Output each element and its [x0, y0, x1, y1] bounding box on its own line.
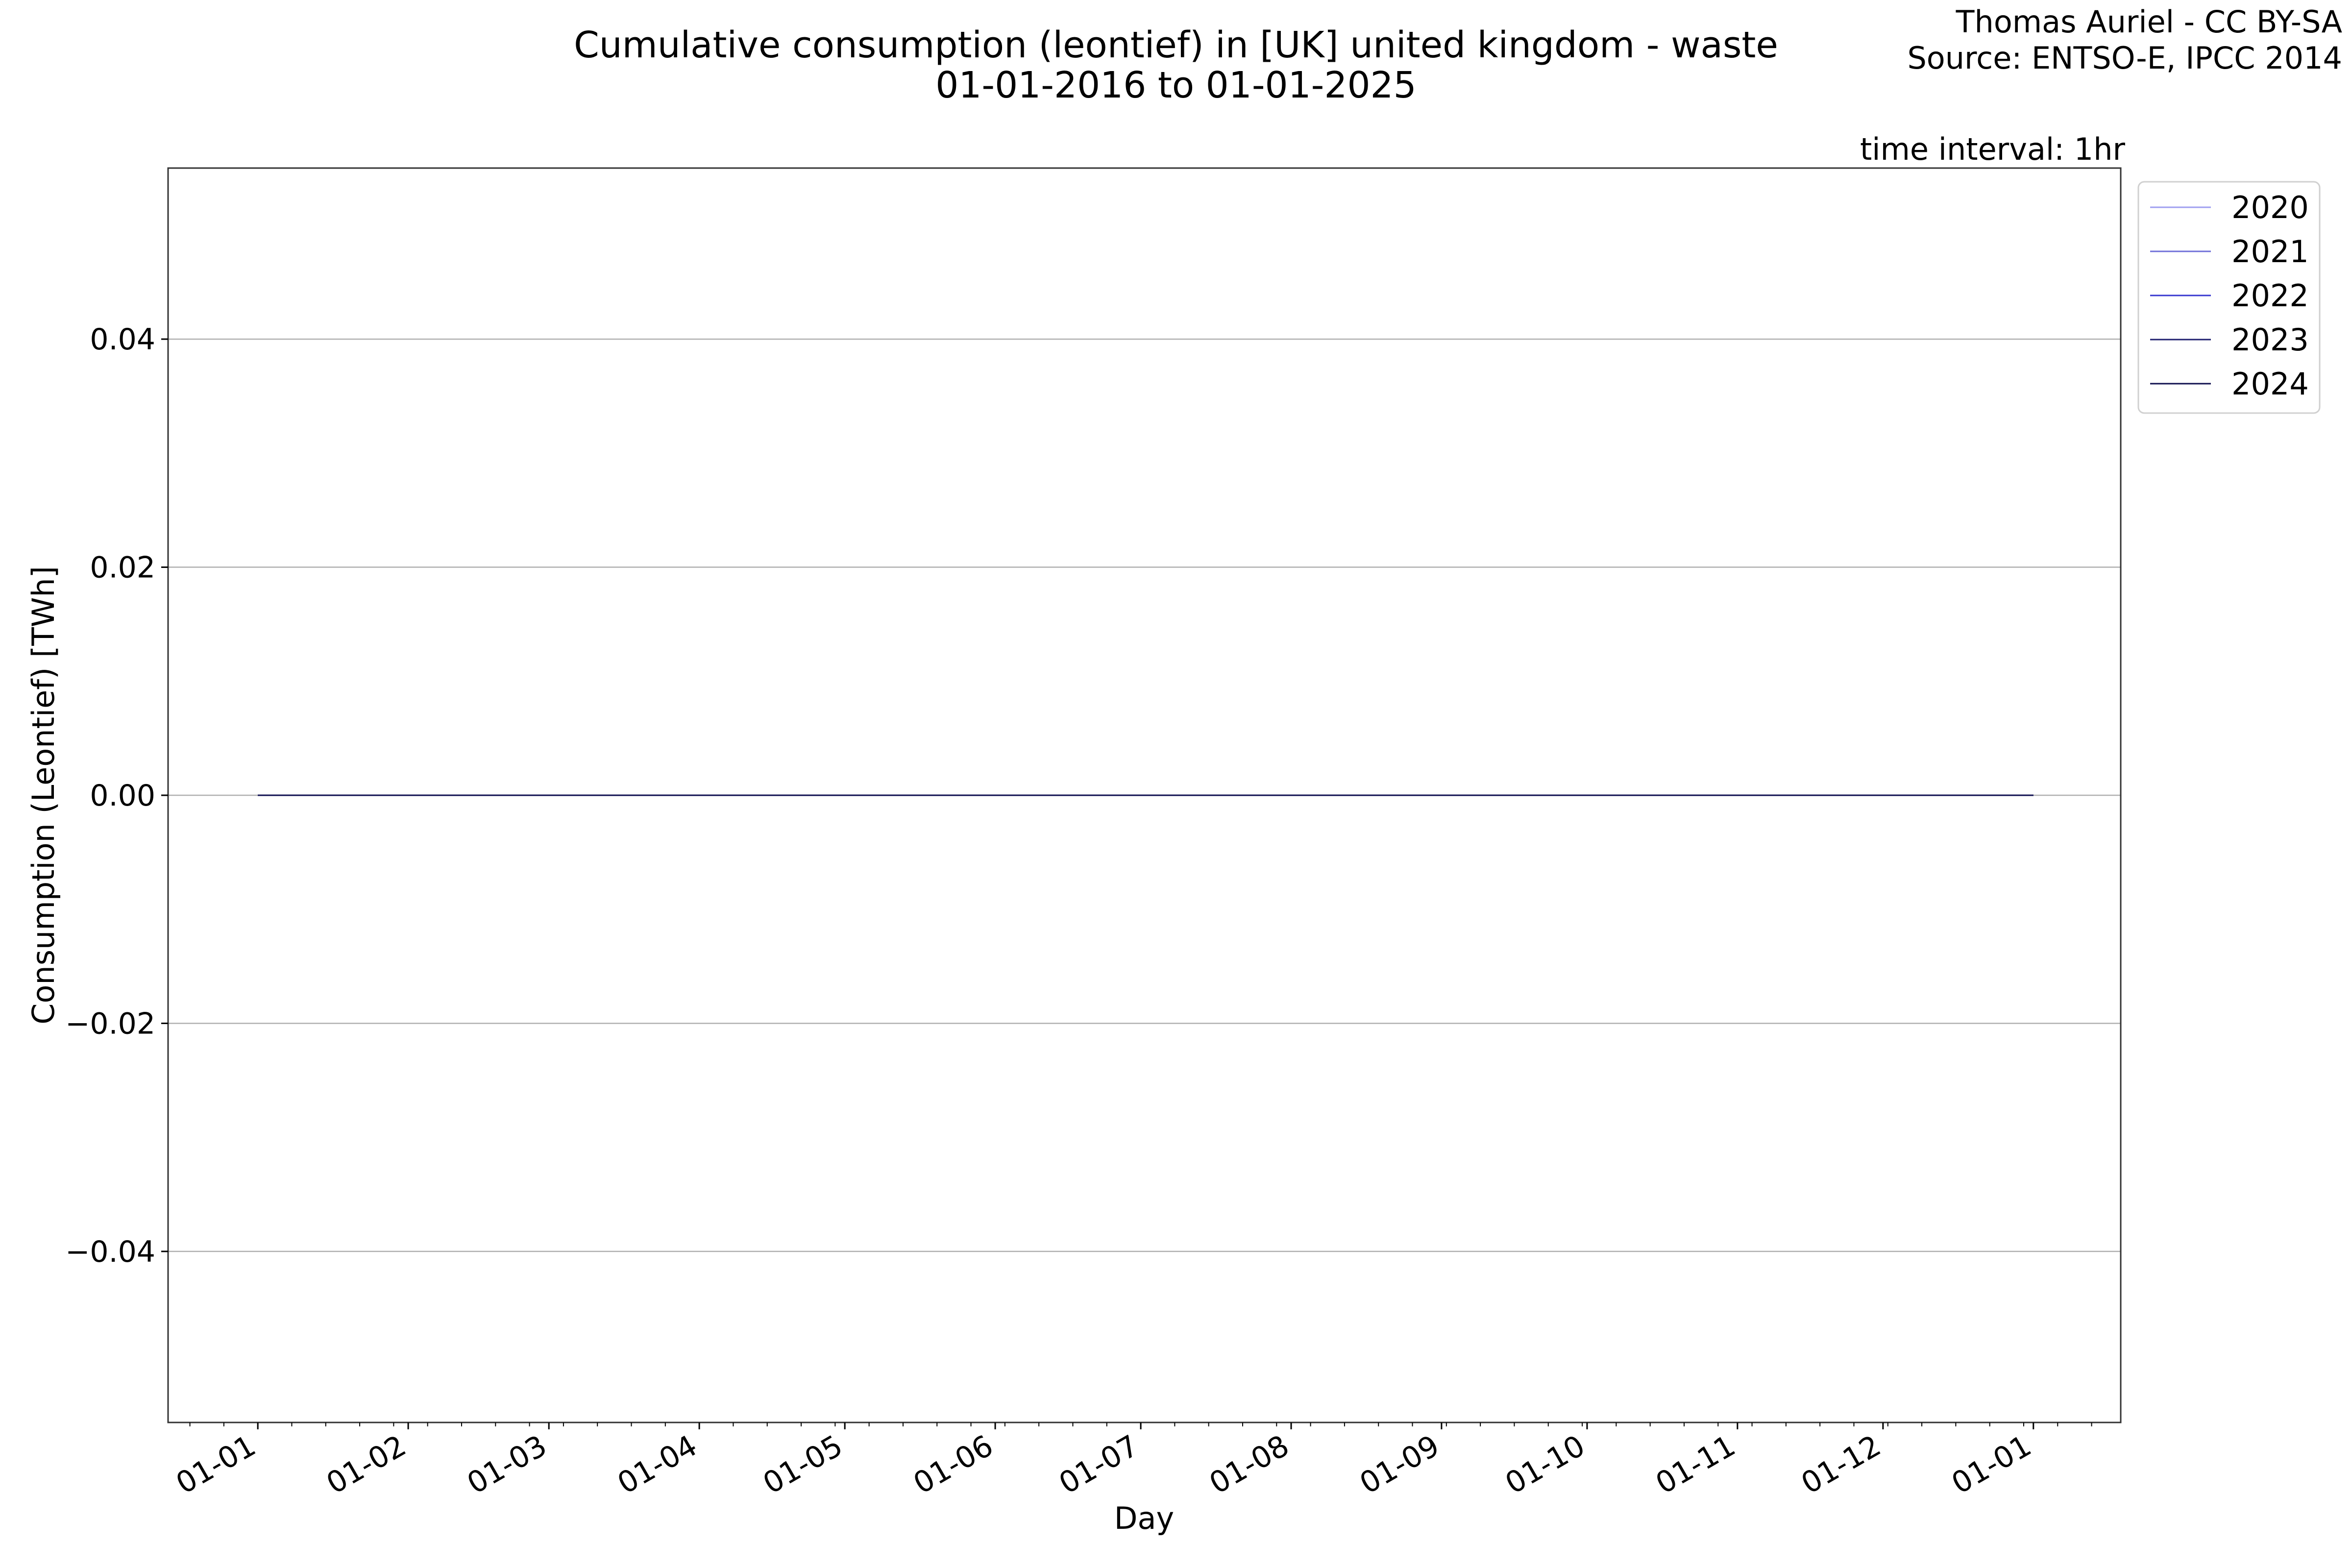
- y-axis-label: Consumption (Leontief) [TWh]: [25, 566, 61, 1025]
- legend-label: 2024: [2231, 366, 2309, 402]
- chart-subtitle: 01-01-2016 to 01-01-2025: [935, 64, 1417, 106]
- credit-source: Source: ENTSO-E, IPCC 2014: [1907, 40, 2342, 76]
- credit-author: Thomas Auriel - CC BY-SA: [1956, 4, 2342, 40]
- chart-title: Cumulative consumption (leontief) in [UK…: [574, 24, 1778, 66]
- legend-label: 2020: [2231, 190, 2309, 225]
- x-tick-label: 01-05: [758, 1428, 849, 1501]
- x-tick-label: 01-02: [321, 1428, 412, 1501]
- y-tick-label: 0.00: [90, 779, 155, 813]
- time-interval-label: time interval: 1hr: [1860, 131, 2125, 167]
- x-tick-label: 01-07: [1054, 1428, 1145, 1501]
- y-axis-ticks: 0.04 0.02 0.00 −0.02 −0.04: [65, 322, 168, 1269]
- credits: Thomas Auriel - CC BY-SA Source: ENTSO-E…: [1907, 4, 2342, 76]
- x-tick-label: 01-01: [1946, 1428, 2037, 1501]
- x-axis-ticks: 01-01 01-02 01-03 01-04 01-05 01-06 01-07 01-08…: [171, 1422, 2092, 1501]
- legend-box: [2137, 181, 2321, 414]
- x-tick-label: 01-01: [171, 1428, 262, 1501]
- x-tick-label: 01-10: [1499, 1428, 1591, 1501]
- x-tick-label: 01-09: [1354, 1428, 1445, 1501]
- legend-label: 2023: [2231, 322, 2309, 358]
- x-tick-label: 01-08: [1203, 1428, 1295, 1501]
- x-tick-label: 01-03: [462, 1428, 553, 1501]
- y-tick-label: 0.02: [90, 551, 155, 585]
- x-axis-label: Day: [1114, 1500, 1174, 1536]
- legend-label: 2022: [2231, 278, 2309, 314]
- legend-label: 2021: [2231, 234, 2309, 270]
- x-tick-label: 01-11: [1650, 1428, 1741, 1501]
- y-tick-label: −0.04: [65, 1235, 155, 1269]
- x-tick-label: 01-12: [1795, 1428, 1886, 1501]
- legend: 2020 2021 2022 2023 2024: [2137, 181, 2321, 414]
- x-tick-label: 01-04: [612, 1428, 703, 1501]
- y-tick-label: −0.02: [65, 1006, 155, 1041]
- x-tick-label: 01-06: [908, 1428, 999, 1501]
- y-tick-label: 0.04: [90, 322, 155, 357]
